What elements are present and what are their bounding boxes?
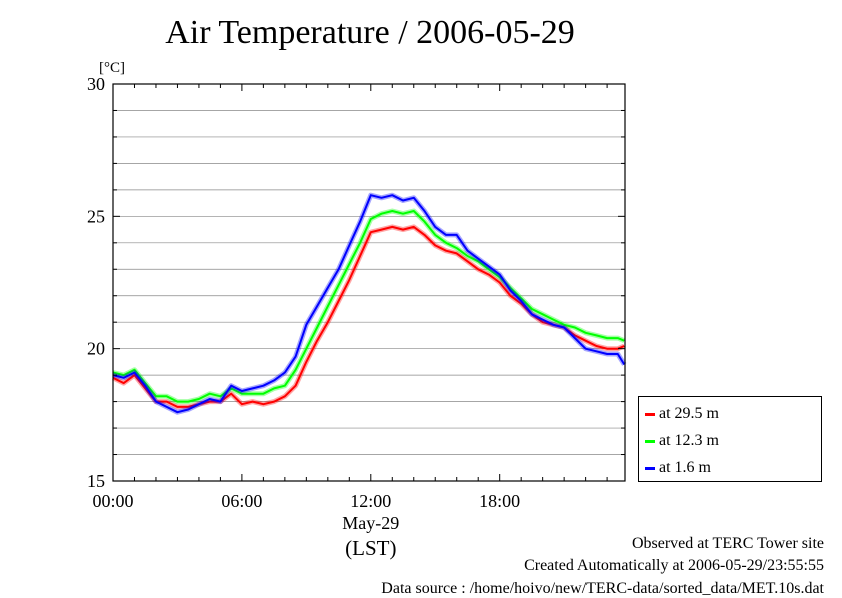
legend-item-1-6m: at 1.6 m [645, 458, 711, 478]
y-tick-label: 30 [87, 74, 105, 94]
x-tick-label: 18:00 [479, 491, 520, 511]
series-line-1 [112, 210, 625, 403]
x-date-label: May-29 [342, 513, 399, 533]
legend-swatch-red [645, 412, 655, 416]
legend-swatch-green [645, 439, 655, 443]
y-tick-label: 25 [87, 206, 105, 226]
series-line-2 [112, 194, 626, 414]
x-tick-label: 12:00 [350, 491, 391, 511]
y-tick-label: 15 [87, 471, 105, 491]
y-tick-label: 20 [87, 339, 105, 359]
legend: at 29.5 m at 12.3 m at 1.6 m [638, 396, 822, 482]
annotation-created: Created Automatically at 2006-05-29/23:5… [524, 557, 824, 574]
x-axis-label: (LST) [345, 536, 396, 560]
legend-item-29-5m: at 29.5 m [645, 404, 719, 424]
x-tick-label: 06:00 [221, 491, 262, 511]
legend-label: at 29.5 m [659, 405, 719, 422]
legend-label: at 1.6 m [659, 459, 711, 476]
legend-swatch-blue [645, 466, 655, 470]
x-tick-label: 00:00 [92, 491, 133, 511]
legend-label: at 12.3 m [659, 432, 719, 449]
annotation-source: Data source : /home/hoivo/new/TERC-data/… [381, 580, 824, 597]
plot-frame [112, 83, 626, 482]
legend-item-12-3m: at 12.3 m [645, 431, 719, 451]
annotation-site: Observed at TERC Tower site [631, 535, 824, 552]
chart-title: Air Temperature / 2006-05-29 [165, 14, 575, 51]
y-axis-label: [°C] [99, 60, 125, 76]
